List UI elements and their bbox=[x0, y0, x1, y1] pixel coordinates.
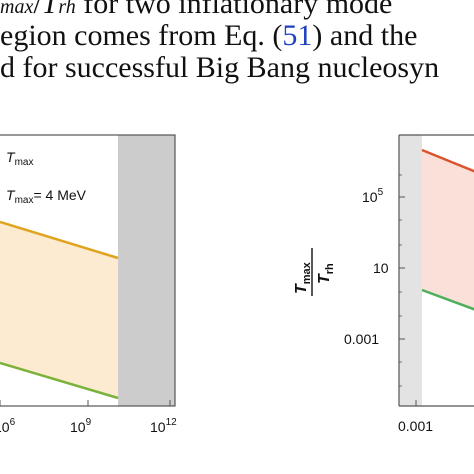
left-plot-frame bbox=[0, 134, 176, 407]
caption-text-2a: egion comes from Eq. ( bbox=[0, 19, 283, 52]
right-y-axis-label: Tmax Trh bbox=[293, 248, 336, 296]
right-ytick-label-2: 10 bbox=[373, 260, 389, 276]
caption-line-2: egion comes from Eq. (51) and the bbox=[0, 20, 417, 52]
right-ytick-label-3: 0.001 bbox=[344, 331, 379, 347]
caption-text-1: for two inflationary mode bbox=[75, 0, 393, 20]
left-xtick-label-2: 109 bbox=[70, 417, 92, 435]
caption-line-1: max/Trh for two inflationary mode bbox=[0, 0, 392, 23]
right-ytick-label-1: 105 bbox=[362, 187, 384, 205]
legend-item-tmax: Tmax bbox=[6, 149, 33, 168]
right-xtick-label-1: 0.001 bbox=[398, 418, 433, 434]
right-upper-curve bbox=[421, 148, 474, 173]
equation-ref-link[interactable]: 51 bbox=[282, 19, 313, 52]
left-xtick-label-3: 1012 bbox=[150, 417, 177, 435]
caption-line-3: d for successful Big Bang nucleosyn bbox=[0, 52, 439, 84]
right-excluded-band bbox=[399, 135, 422, 406]
left-panel: 106 109 1012 Tmax Tmax= 4 MeV bbox=[0, 134, 177, 435]
right-panel: 105 10 0.001 0.001 Tmax Trh bbox=[293, 134, 474, 434]
left-lower-curve bbox=[0, 361, 119, 400]
left-allowed-region bbox=[0, 222, 118, 398]
caption-sub-max: max bbox=[0, 0, 34, 18]
right-allowed-region bbox=[422, 150, 474, 310]
caption-sub-rh: rh bbox=[58, 0, 76, 18]
caption-text-2b: ) and the bbox=[312, 19, 418, 52]
left-xtick-label-1: 106 bbox=[0, 417, 16, 435]
left-excluded-band bbox=[118, 135, 175, 406]
caption-slash: / bbox=[33, 0, 42, 20]
left-upper-curve bbox=[0, 220, 119, 260]
right-lower-curve bbox=[421, 288, 474, 311]
caption-t: T bbox=[41, 0, 59, 20]
y-label-denominator: Trh bbox=[316, 263, 336, 284]
caption-text-3: d for successful Big Bang nucleosyn bbox=[0, 51, 440, 84]
y-label-numerator: Tmax bbox=[293, 261, 313, 294]
legend-item-tmax-4mev: Tmax= 4 MeV bbox=[6, 187, 87, 206]
